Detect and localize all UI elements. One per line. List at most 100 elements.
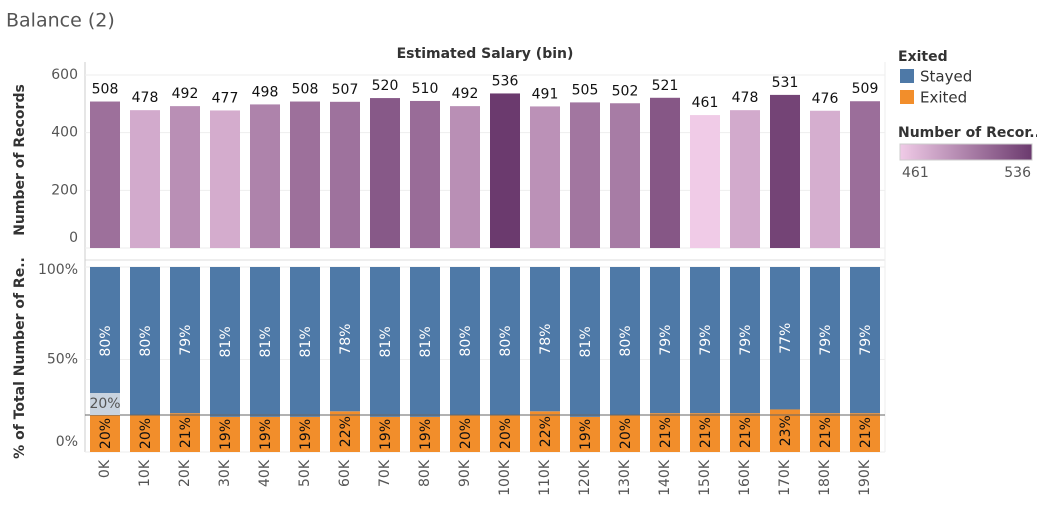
segment-label: 19%	[378, 419, 394, 450]
y-tick-label: 50%	[47, 352, 78, 368]
segment-label: 21%	[698, 417, 714, 448]
bar	[130, 110, 160, 248]
bar	[210, 110, 240, 248]
bar-segment	[850, 267, 880, 414]
bar-segment	[370, 416, 400, 452]
y-axis-title: % of Total Number of Re..	[12, 257, 28, 459]
bar-value-label: 498	[252, 84, 279, 100]
x-tick-label: 110K	[537, 459, 553, 496]
segment-label: 81%	[258, 326, 274, 357]
bar-value-label: 478	[732, 90, 759, 106]
segment-label: 20%	[498, 418, 514, 449]
x-tick-label: 80K	[417, 459, 433, 487]
segment-label: 81%	[378, 326, 394, 357]
bar-segment	[530, 411, 560, 452]
segment-label: 20%	[458, 418, 474, 449]
column-header: Estimated Salary (bin)	[397, 46, 574, 62]
bar-segment	[290, 416, 320, 452]
segment-label: 20%	[138, 418, 154, 449]
color-legend-min: 461	[902, 165, 929, 181]
segment-label: 80%	[138, 325, 154, 356]
segment-label: 21%	[818, 417, 834, 448]
bar-segment	[250, 267, 280, 417]
x-tick-label: 140K	[657, 459, 673, 496]
bar-value-label: 520	[372, 78, 399, 94]
legend-swatch	[900, 69, 914, 83]
bar-segment	[250, 416, 280, 452]
x-tick-label: 130K	[617, 459, 633, 496]
x-tick-label: 30K	[217, 459, 233, 487]
x-tick-label: 120K	[577, 459, 593, 496]
bar-segment	[450, 267, 480, 415]
segment-label: 81%	[418, 326, 434, 357]
segment-label: 81%	[218, 326, 234, 357]
bar	[650, 97, 680, 248]
bar-segment	[770, 409, 800, 452]
bar-value-label: 492	[172, 86, 199, 102]
y-tick-label: 400	[51, 125, 78, 141]
bar-segment	[210, 416, 240, 452]
bar-value-label: 461	[692, 95, 719, 111]
bar-segment	[490, 415, 520, 452]
x-tick-label: 10K	[137, 459, 153, 487]
segment-label: 80%	[498, 325, 514, 356]
y-tick-label: 200	[51, 182, 78, 198]
bar-segment	[90, 415, 120, 452]
segment-label: 81%	[578, 326, 594, 357]
segment-label: 21%	[658, 417, 674, 448]
bar-segment	[610, 415, 640, 452]
x-tick-label: 60K	[337, 459, 353, 487]
y-tick-label: 100%	[38, 262, 78, 278]
y-axis-title: Number of Records	[12, 84, 28, 236]
bar	[610, 103, 640, 248]
x-tick-label: 90K	[457, 459, 473, 487]
bar-segment	[490, 267, 520, 415]
segment-label: 80%	[618, 325, 634, 356]
color-legend-title: Number of Recor..	[898, 125, 1037, 141]
bar-segment	[730, 413, 760, 452]
segment-label: 19%	[218, 419, 234, 450]
bar-value-label: 505	[572, 82, 599, 98]
legend-label: Stayed	[920, 68, 972, 86]
segment-label: 80%	[98, 325, 114, 356]
bar-value-label: 536	[492, 73, 519, 89]
segment-label: 23%	[778, 415, 794, 446]
legend-label: Exited	[920, 89, 967, 107]
bar	[330, 101, 360, 248]
bar-segment	[650, 413, 680, 452]
bar-value-label: 502	[612, 83, 639, 99]
page-title: Balance (2)	[6, 10, 115, 32]
bar	[810, 110, 840, 249]
bar-segment	[170, 413, 200, 452]
bar-segment	[690, 413, 720, 452]
bar-segment	[650, 267, 680, 414]
segment-label: 79%	[818, 325, 834, 356]
y-tick-label: 600	[51, 67, 78, 83]
bar	[490, 93, 520, 248]
legend-title: Exited	[898, 49, 948, 65]
x-tick-label: 50K	[297, 459, 313, 487]
bar-value-label: 521	[652, 78, 679, 94]
bar	[170, 106, 200, 248]
bar-segment	[730, 267, 760, 414]
annotation: 20%	[89, 396, 120, 412]
bar-value-label: 508	[92, 82, 119, 98]
bar-segment	[570, 416, 600, 452]
segment-label: 19%	[418, 419, 434, 450]
bar-segment	[770, 267, 800, 410]
bar	[690, 115, 720, 248]
segment-label: 22%	[538, 416, 554, 447]
segment-label: 79%	[738, 325, 754, 356]
segment-label: 20%	[98, 418, 114, 449]
x-tick-label: 70K	[377, 459, 393, 487]
bar	[250, 104, 280, 248]
bar	[730, 110, 760, 248]
bar-value-label: 509	[852, 81, 879, 97]
color-legend-ramp	[899, 143, 1033, 161]
segment-label: 19%	[578, 419, 594, 450]
bar-segment	[130, 415, 160, 452]
bar-segment	[570, 267, 600, 417]
bar-segment	[530, 267, 560, 412]
bar-value-label: 476	[812, 91, 839, 107]
